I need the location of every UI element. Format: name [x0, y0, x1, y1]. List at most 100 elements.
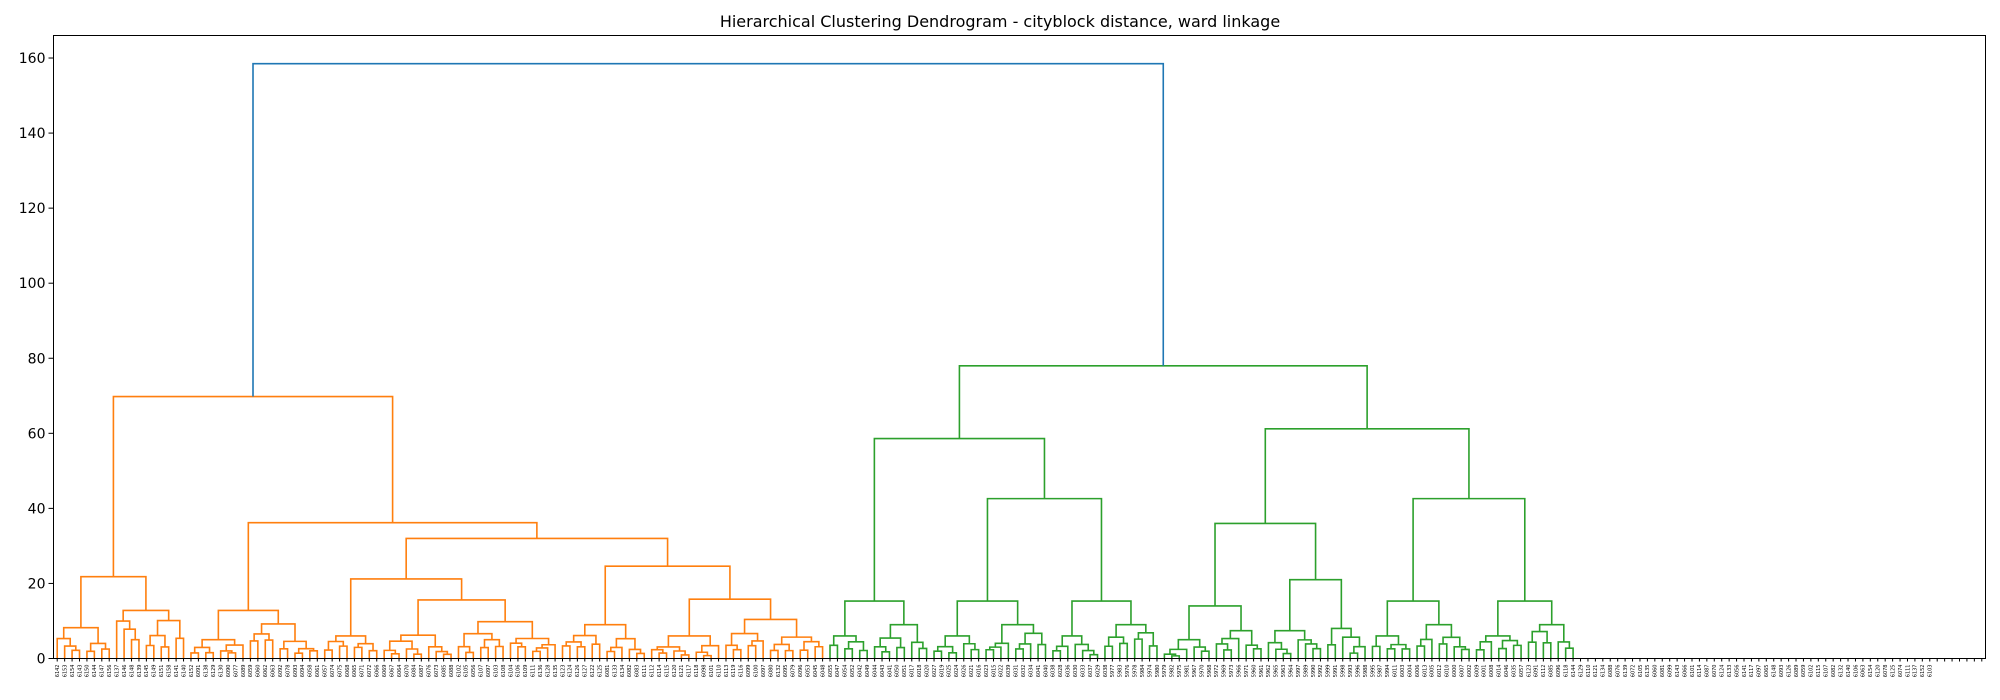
leaf-label: 6114	[1697, 665, 1703, 678]
leaf-label: 6016	[976, 665, 982, 678]
dendrogram-link	[1200, 650, 1210, 659]
dendrogram-link	[1014, 648, 1025, 659]
dendrogram-link	[1229, 629, 1253, 646]
leaf-label: 6044	[872, 665, 878, 678]
leaf-label: 6105	[464, 665, 470, 678]
leaf-label: 6118	[1563, 665, 1569, 678]
dendrogram-link	[494, 645, 504, 659]
leaf-label: 5983	[1118, 665, 1124, 678]
dendrogram-link	[145, 644, 155, 659]
dendrogram-link	[413, 653, 423, 659]
leaf-label: 6091	[196, 665, 202, 678]
dendrogram-link	[1018, 643, 1032, 659]
dendrogram-link	[1024, 632, 1043, 645]
dendrogram-link	[56, 637, 72, 659]
dendrogram-link	[799, 649, 809, 659]
dendrogram-link	[572, 634, 597, 645]
leaf-label: 6035	[1511, 665, 1517, 678]
leaf-label: 6078	[1883, 665, 1889, 678]
dendrogram-link	[986, 497, 1103, 602]
dendrogram-link	[773, 643, 790, 651]
dendrogram-link	[1438, 643, 1448, 659]
leaf-label: 6017	[910, 665, 916, 678]
dendrogram-link	[1327, 644, 1337, 659]
leaf-label: 6022	[999, 665, 1005, 678]
leaf-label: 5992	[1318, 665, 1324, 678]
dendrogram-link	[561, 645, 571, 659]
leaf-label: 5977	[1110, 665, 1116, 678]
leaf-label: 6148	[129, 665, 135, 678]
leaf-label: 5971	[1244, 665, 1250, 678]
dendrogram-link	[227, 652, 237, 659]
dendrogram-link	[205, 651, 215, 659]
dendrogram-link	[784, 649, 794, 659]
dendrogram-link	[933, 650, 943, 659]
dendrogram-link	[1061, 635, 1083, 647]
dendrogram-link	[89, 642, 107, 652]
dendrogram-link	[1531, 630, 1548, 643]
dendrogram-link	[636, 652, 646, 659]
leaf-label: 5988	[1363, 665, 1369, 678]
leaf-label: 6136	[538, 665, 544, 678]
dendrogram-link	[1037, 643, 1047, 659]
leaf-label: 6076	[1615, 665, 1621, 678]
leaf-label: 6097	[486, 665, 492, 678]
dendrogram-link	[667, 635, 711, 647]
dendrogram-link	[606, 650, 616, 659]
dendrogram-link	[63, 645, 77, 659]
leaf-label: 6148	[1772, 665, 1778, 678]
leaf-label: 5979	[1162, 665, 1168, 678]
leaf-label: 6094	[300, 665, 306, 678]
dendrogram-link	[122, 609, 170, 622]
leaf-label: 6103	[1928, 665, 1934, 678]
leaf-label: 6107	[479, 665, 485, 678]
leaf-label: 6023	[984, 665, 990, 678]
dendrogram-link	[1416, 645, 1426, 659]
leaf-label: 6102	[1809, 665, 1815, 678]
y-tick-label: 60	[28, 426, 46, 442]
leaf-label: 6072	[367, 665, 373, 678]
dendrogram-link	[175, 637, 185, 659]
leaf-label: 6085	[1549, 665, 1555, 678]
leaf-label: 6149	[152, 665, 158, 678]
dendrogram-link	[1453, 645, 1467, 659]
leaf-label: 6114	[657, 665, 663, 678]
dendrogram-link	[1169, 648, 1188, 659]
dendrogram-link	[283, 640, 307, 649]
leaf-label: 6000	[1452, 665, 1458, 678]
leaf-label: 6097	[761, 665, 767, 678]
dendrogram-link	[1282, 652, 1292, 659]
plot-frame	[53, 35, 1986, 659]
leaf-label: 6147	[100, 665, 106, 678]
leaf-label: 6116	[739, 665, 745, 678]
leaf-label: 6001	[1482, 665, 1488, 678]
dendrogram-link	[1330, 627, 1352, 645]
dendrogram-link	[1497, 647, 1508, 659]
dendrogram-link	[327, 640, 345, 651]
leaf-label: 6026	[962, 665, 968, 678]
dendrogram-links	[56, 62, 1574, 659]
dendrogram-link	[1419, 638, 1433, 659]
dendrogram-link	[123, 628, 137, 659]
leaf-label: 5993	[1348, 665, 1354, 678]
leaf-label: 6064	[397, 665, 403, 678]
leaf-label: 6060	[256, 665, 262, 678]
leaf-label: 6099	[1667, 665, 1673, 678]
dendrogram-link	[260, 623, 296, 642]
leaf-label: 6137	[1913, 665, 1919, 678]
dendrogram-link	[1425, 623, 1453, 640]
leaf-label: 6015	[991, 665, 997, 678]
leaf-label: 6088	[1608, 665, 1614, 678]
leaf-label: 6100	[754, 665, 760, 678]
dendrogram-link	[658, 652, 668, 659]
leaf-label: 6140	[181, 665, 187, 678]
dendrogram-link	[1223, 649, 1233, 659]
dendrogram-link	[279, 648, 289, 659]
leaf-label: 6033	[1080, 665, 1086, 678]
leaf-label: 6069	[382, 665, 388, 678]
leaf-label: 5990	[1311, 665, 1317, 678]
dendrogram-link	[1484, 635, 1511, 642]
dendrogram-link	[201, 638, 236, 648]
leaf-label: 6018	[917, 665, 923, 678]
leaf-label: 6079	[791, 665, 797, 678]
